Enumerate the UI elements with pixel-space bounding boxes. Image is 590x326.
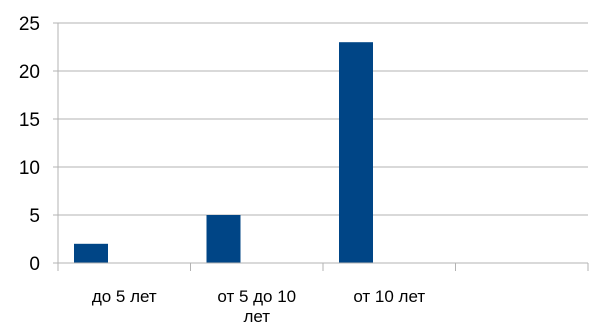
axes xyxy=(53,22,589,271)
y-tick-label: 10 xyxy=(19,158,40,179)
y-tick-label: 25 xyxy=(19,14,40,35)
bar-2 xyxy=(339,42,373,264)
x-category-label: от 10 лет xyxy=(353,287,425,306)
bar-1 xyxy=(206,215,241,263)
x-category-label: до 5 лет xyxy=(92,287,157,306)
y-axis-tick-labels: 0 5 10 15 20 25 xyxy=(19,14,40,275)
y-tick-label: 15 xyxy=(19,110,40,131)
y-tick-label: 0 xyxy=(29,254,40,275)
y-tick-label: 20 xyxy=(19,62,40,83)
x-category-label: от 5 до 10 xyxy=(217,287,296,306)
bars xyxy=(74,42,373,264)
y-tick-label: 5 xyxy=(29,206,40,227)
x-category-label: лет xyxy=(243,307,270,326)
bar-0 xyxy=(74,243,108,263)
gridlines xyxy=(58,22,588,216)
